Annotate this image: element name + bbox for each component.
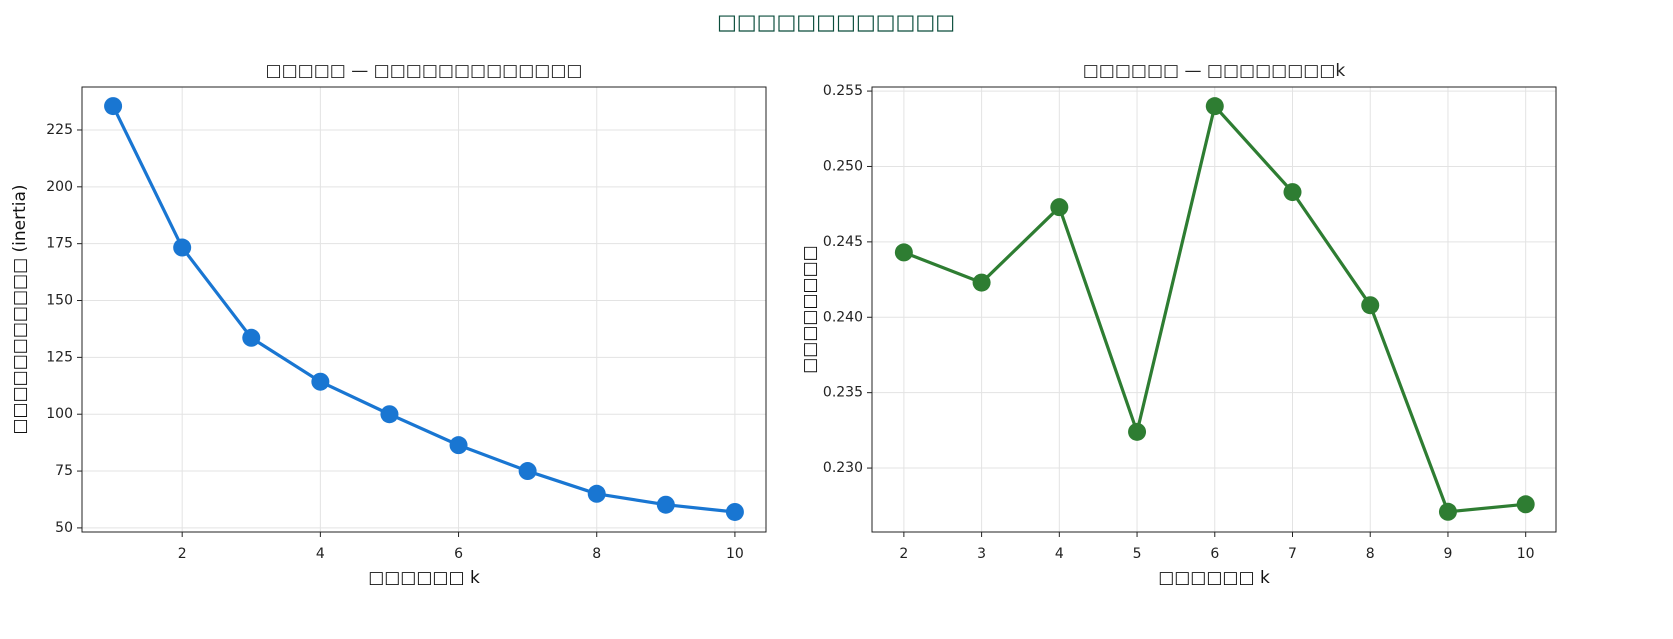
point <box>1438 502 1457 521</box>
point <box>1283 183 1302 202</box>
y-tick-label: 225 <box>46 122 73 138</box>
plot-frame <box>81 86 767 533</box>
y-tick-label: 125 <box>46 349 73 365</box>
point <box>1361 296 1380 315</box>
series-line <box>111 105 736 514</box>
y-tick-label: 75 <box>55 463 73 479</box>
x-tick-label: 10 <box>726 546 744 562</box>
x-tick-label: 3 <box>977 546 986 562</box>
point <box>449 436 468 455</box>
y-tick-label: 200 <box>46 179 73 195</box>
y-tick-label: 100 <box>46 406 73 422</box>
x-tick-label: 10 <box>1517 546 1535 562</box>
x-axis-label: □□□□□□ k <box>368 568 480 588</box>
y-tick-label: 0.240 <box>823 309 863 325</box>
x-tick-label: 2 <box>899 546 908 562</box>
point <box>972 273 991 292</box>
x-tick-label: 6 <box>454 546 463 562</box>
x-tick-label: 4 <box>316 546 325 562</box>
x-tick-label: 2 <box>178 546 187 562</box>
x-tick-label: 9 <box>1443 546 1452 562</box>
x-tick-label: 6 <box>1210 546 1219 562</box>
x-tick-label: 8 <box>592 546 601 562</box>
point <box>242 328 261 347</box>
point <box>656 495 675 514</box>
y-tick-label: 0.245 <box>823 234 863 250</box>
y-tick-label: 0.230 <box>823 460 863 476</box>
y-axis-label: □□□□□□□□□□□ (inertia) <box>10 184 30 434</box>
axes-title: □□□□□□ — □□□□□□□□k <box>1083 61 1346 81</box>
y-tick-label: 0.235 <box>823 385 863 401</box>
point <box>104 97 123 116</box>
y-tick-label: 175 <box>46 236 73 252</box>
x-tick-label: 4 <box>1055 546 1064 562</box>
x-tick-label: 7 <box>1288 546 1297 562</box>
point <box>173 238 192 257</box>
point <box>725 502 744 521</box>
point <box>311 372 330 391</box>
y-tick-label: 150 <box>46 293 73 309</box>
y-axis-label: □□□□□□□□ <box>800 245 820 374</box>
y-tick-label: 0.255 <box>823 83 863 99</box>
point <box>1205 97 1224 116</box>
axes-title: □□□□□ — □□□□□□□□□□□□□ <box>266 61 583 81</box>
x-axis-label: □□□□□□ k <box>1158 568 1270 588</box>
plot-frame <box>871 86 1557 533</box>
point <box>1050 198 1069 217</box>
point <box>894 243 913 262</box>
figure-title: □□□□□□□□□□□□ <box>717 10 955 34</box>
point <box>380 405 399 424</box>
y-tick-label: 0.250 <box>823 158 863 174</box>
point <box>1128 422 1147 441</box>
y-tick-label: 50 <box>55 520 73 536</box>
point <box>518 462 537 481</box>
x-tick-label: 5 <box>1133 546 1142 562</box>
x-tick-label: 8 <box>1366 546 1375 562</box>
point <box>1516 495 1535 514</box>
point <box>587 484 606 503</box>
